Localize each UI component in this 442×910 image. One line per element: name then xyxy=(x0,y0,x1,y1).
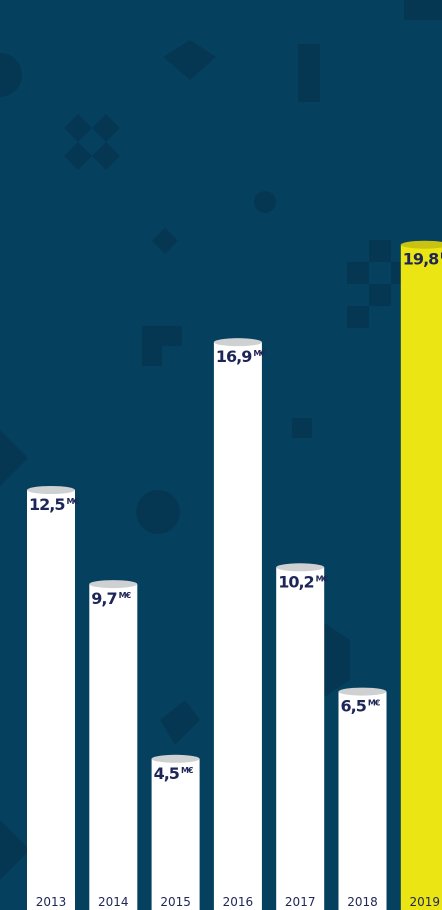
x-tick-label: 2016 xyxy=(223,895,254,909)
x-tick-label: 2015 xyxy=(160,895,191,909)
value-number: 16,9 xyxy=(216,347,252,366)
x-tick-label: 2014 xyxy=(98,895,129,909)
x-tick-label: 2018 xyxy=(347,895,378,909)
value-label: 9,7 M€ xyxy=(91,589,131,608)
bar xyxy=(213,342,262,910)
bar xyxy=(27,490,75,910)
bar xyxy=(151,758,200,910)
value-label: 12,5 M€ xyxy=(29,495,79,514)
value-unit: M€ xyxy=(253,349,266,358)
bar-top xyxy=(338,687,387,696)
value-number: 9,7 xyxy=(91,589,116,608)
bar-top xyxy=(89,580,138,589)
bar xyxy=(400,244,442,910)
value-unit: M€ xyxy=(181,766,194,775)
value-unit: M€ xyxy=(316,574,329,583)
bar xyxy=(89,584,138,910)
value-label: 4,5 M€ xyxy=(154,764,194,783)
x-tick-label: 2013 xyxy=(36,895,67,909)
value-number: 12,5 xyxy=(29,495,65,514)
value-unit: M€ xyxy=(119,591,132,600)
value-label: 19,8M€ xyxy=(403,250,442,269)
x-tick-label: 2017 xyxy=(285,895,316,909)
value-number: 6,5 xyxy=(341,697,367,716)
bar xyxy=(276,567,325,910)
value-unit: M€ xyxy=(66,497,79,506)
value-unit: M€ xyxy=(368,699,381,708)
value-unit: M€ xyxy=(440,252,442,261)
bar xyxy=(338,691,387,910)
bar-top xyxy=(27,486,75,494)
bar-top xyxy=(151,754,200,763)
value-number: 19,8 xyxy=(403,250,439,269)
value-number: 10,2 xyxy=(278,572,313,591)
x-tick-label: 2019 xyxy=(410,895,441,909)
bar-top xyxy=(276,563,325,572)
value-number: 4,5 xyxy=(154,764,180,783)
value-label: 10,2 M€ xyxy=(278,572,328,591)
decor xyxy=(0,0,442,880)
value-label: 16,9 M€ xyxy=(216,347,266,366)
bar-top xyxy=(213,338,262,347)
bar-top xyxy=(400,240,442,249)
value-label: 6,5 M€ xyxy=(341,697,381,716)
